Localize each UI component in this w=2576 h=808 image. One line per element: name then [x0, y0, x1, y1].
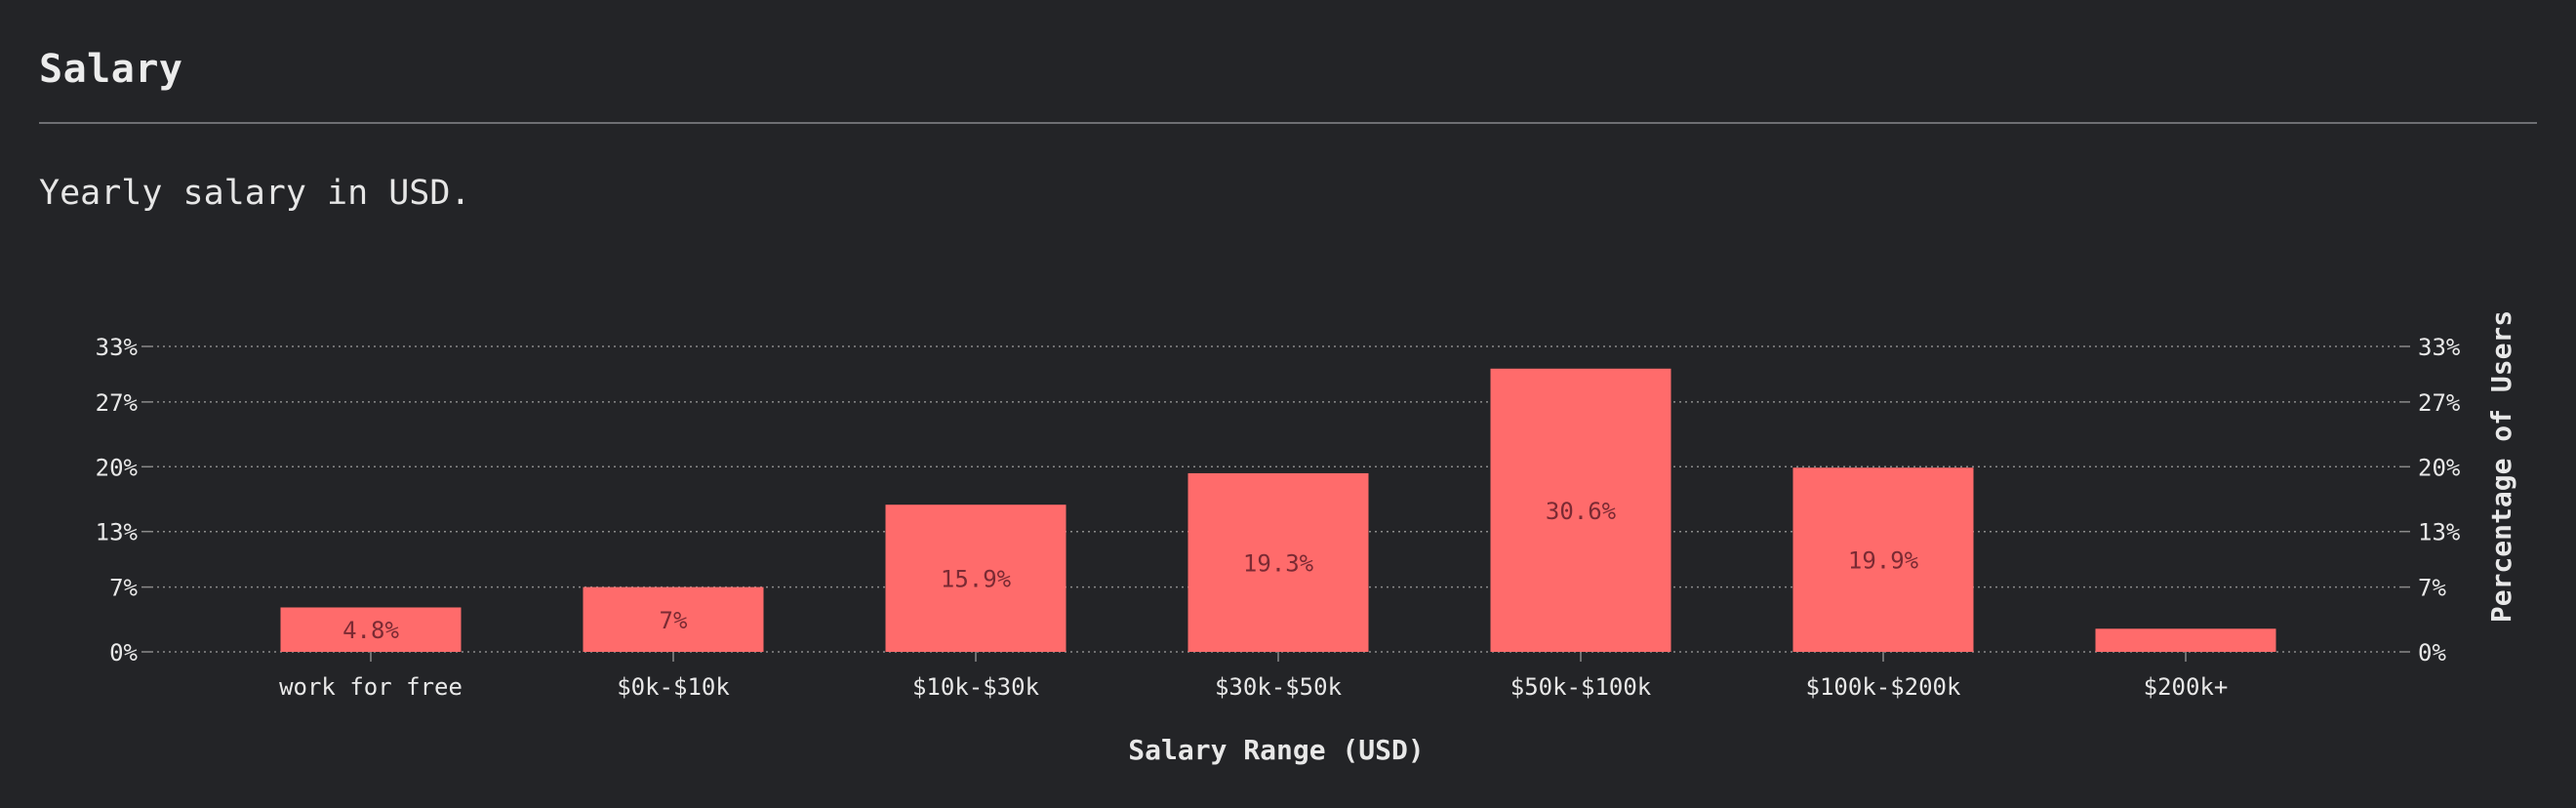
y-tick-label-left: 13%	[96, 519, 139, 546]
y-tick-label-right: 33%	[2418, 334, 2461, 361]
y-tick-label-left: 27%	[96, 389, 139, 417]
bar-data-label: 15.9%	[941, 566, 1012, 593]
title-divider	[39, 122, 2537, 124]
y-tick-label-left: 33%	[96, 334, 139, 361]
section-description: Yearly salary in USD.	[39, 174, 471, 213]
y-axis-title: Percentage of Users	[2485, 310, 2517, 623]
bar-data-label: 7%	[660, 607, 688, 634]
bar	[583, 586, 764, 652]
bar	[2095, 628, 2276, 652]
y-tick-label-left: 0%	[109, 639, 138, 667]
bar	[1187, 472, 1369, 652]
x-tick-label: $30k-$50k	[1215, 673, 1343, 701]
section-title: Salary	[39, 47, 183, 92]
y-tick-label-right: 20%	[2418, 454, 2461, 481]
x-tick-label: $10k-$30k	[912, 673, 1040, 701]
bar-data-label: 19.3%	[1243, 549, 1314, 577]
bar	[885, 505, 1067, 652]
y-tick-label-right: 7%	[2418, 575, 2446, 602]
x-tick-label: work for free	[279, 673, 463, 701]
x-axis-title: Salary Range (USD)	[1128, 734, 1424, 766]
y-tick-label-left: 20%	[96, 454, 139, 481]
x-tick-label: $50k-$100k	[1510, 673, 1652, 701]
bar	[1490, 368, 1671, 652]
y-tick-label-right: 13%	[2418, 519, 2461, 546]
x-tick-label: $200k+	[2144, 673, 2229, 701]
x-tick-label: $0k-$10k	[617, 673, 730, 701]
bar-data-label: 30.6%	[1546, 498, 1617, 525]
x-tick-label: $100k-$200k	[1806, 673, 1961, 701]
y-tick-label-right: 27%	[2418, 389, 2461, 417]
bar	[280, 607, 462, 652]
bar	[1792, 467, 1974, 652]
bar-data-label: 4.8%	[342, 617, 399, 644]
y-tick-label-left: 7%	[109, 575, 138, 602]
y-tick-label-right: 0%	[2418, 639, 2446, 667]
bar-data-label: 19.9%	[1848, 547, 1919, 575]
